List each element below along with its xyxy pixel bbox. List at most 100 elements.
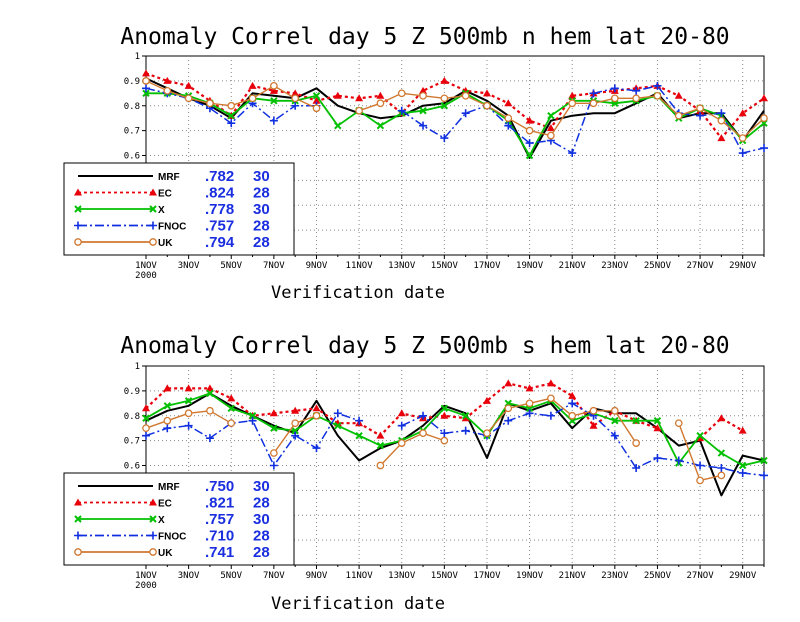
x-tick-label: 3NOV: [178, 261, 200, 271]
legend-count-fnoc: 28: [253, 218, 270, 235]
x-tick-label: 13NOV: [388, 261, 416, 271]
legend-name-mrf: MRF: [158, 482, 180, 493]
data-point: [568, 149, 577, 158]
data-point: [504, 121, 513, 130]
data-point: [738, 109, 747, 117]
data-point: [74, 188, 82, 196]
x-tick-label: 13NOV: [388, 571, 416, 581]
data-point: [227, 404, 235, 412]
data-point: [142, 69, 150, 77]
legend-score-uk: .794: [205, 234, 235, 251]
x-tick-label: 1NOV: [135, 261, 157, 271]
legend-count-uk: 28: [253, 544, 270, 561]
legend-name-uk: UK: [158, 548, 173, 559]
data-point: [74, 205, 82, 213]
data-point: [355, 106, 363, 115]
data-point: [312, 411, 321, 420]
data-point: [568, 391, 577, 399]
data-point: [674, 456, 683, 465]
x-tick-year: 2000: [135, 271, 157, 281]
data-point: [376, 121, 385, 130]
series-x: [142, 389, 768, 470]
data-point: [206, 389, 214, 398]
data-point: [461, 412, 470, 420]
data-point: [525, 409, 534, 418]
y-tick-label: 0.7: [124, 127, 140, 137]
data-point: [397, 106, 406, 115]
data-point: [440, 94, 449, 103]
data-point: [248, 94, 257, 103]
y-tick-label: 0.8: [124, 412, 140, 422]
data-point: [440, 436, 449, 445]
legend-count-uk: 28: [253, 234, 270, 251]
data-point: [248, 416, 257, 425]
data-point: [546, 124, 555, 132]
data-point: [206, 406, 214, 415]
data-point: [546, 379, 555, 387]
x-tick-label: 17NOV: [473, 261, 501, 271]
data-point: [760, 456, 768, 465]
data-point: [717, 109, 726, 118]
data-point: [760, 94, 768, 102]
data-point: [184, 409, 193, 418]
series-mrf: [145, 77, 765, 159]
data-point: [589, 99, 598, 108]
data-point: [568, 91, 577, 99]
data-point: [440, 134, 449, 143]
data-point: [525, 399, 534, 408]
data-point: [376, 99, 385, 108]
data-point: [696, 476, 704, 485]
data-point: [206, 99, 214, 108]
series-uk: [142, 77, 768, 142]
x-tick-label: 11NOV: [346, 261, 374, 271]
legend-count-mrf: 30: [253, 168, 270, 185]
data-point: [334, 121, 342, 130]
data-point: [610, 431, 619, 440]
x-tick-label: 23NOV: [601, 261, 629, 271]
x-tick-label: 5NOV: [220, 571, 242, 581]
data-point: [269, 86, 278, 94]
data-point: [419, 121, 428, 130]
x-tick-label: 5NOV: [220, 261, 242, 271]
data-point: [397, 89, 406, 98]
legend: MRF .782 30 EC .824 28 X .778 30 FNOC .757 28 UK .794…: [63, 162, 295, 256]
data-point: [440, 76, 449, 84]
data-point: [291, 406, 300, 414]
y-tick-label: 0.6: [124, 462, 140, 472]
data-point: [717, 116, 726, 125]
data-point: [333, 409, 342, 418]
data-point: [738, 134, 747, 142]
data-point: [568, 411, 577, 420]
data-point: [248, 412, 257, 420]
data-point: [419, 91, 427, 100]
data-point: [184, 94, 193, 103]
x-tick-label: 15NOV: [431, 571, 459, 581]
series-fnoc: [142, 399, 768, 480]
data-point: [483, 429, 491, 438]
x-tick-label: 19NOV: [516, 571, 544, 581]
data-point: [610, 94, 619, 103]
x-tick-label: 23NOV: [601, 571, 629, 581]
data-point: [227, 419, 236, 428]
data-point: [717, 449, 726, 457]
data-point: [738, 461, 747, 470]
x-tick-label: 21NOV: [559, 261, 587, 271]
data-point: [674, 111, 683, 120]
legend-score-ec: .821: [205, 495, 234, 512]
data-point: [717, 463, 726, 472]
data-point: [355, 431, 363, 440]
legend-name-x: X: [158, 515, 165, 526]
legend: MRF .750 30 EC .821 28 X .757 30 FNOC .710 28 UK .741…: [63, 472, 295, 566]
data-point: [525, 139, 534, 148]
series-line: [145, 72, 765, 140]
data-point: [163, 384, 172, 392]
data-point: [632, 439, 640, 447]
data-point: [440, 411, 449, 419]
data-point: [568, 99, 577, 108]
legend-score-uk: .741: [205, 544, 234, 561]
data-point: [461, 414, 470, 422]
data-point: [483, 101, 491, 110]
data-point: [184, 397, 193, 405]
data-point: [149, 221, 157, 230]
data-point: [632, 94, 640, 103]
